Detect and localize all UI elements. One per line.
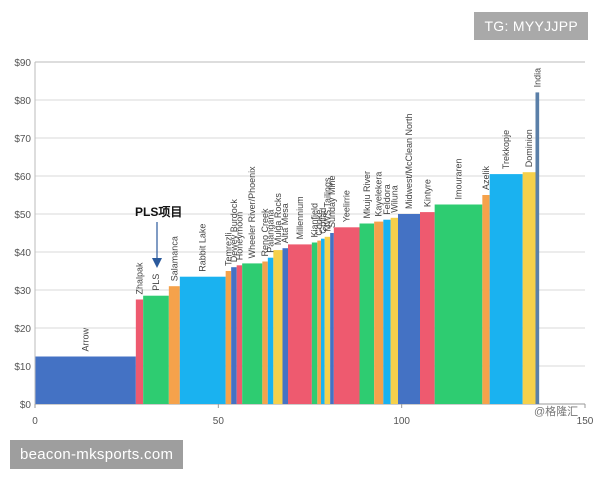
bar-label: Trekkopje — [501, 130, 511, 169]
bar-azelik — [482, 195, 490, 404]
pls-callout-arrowhead — [152, 258, 162, 268]
bar-reno-creek — [262, 261, 268, 404]
bar-palangana — [267, 257, 274, 404]
bar-label: Zhalpak — [135, 262, 145, 295]
x-tick-label: 100 — [393, 416, 410, 427]
y-tick-label: $50 — [14, 210, 31, 221]
bar-kayelekera — [374, 221, 384, 404]
source-watermark: @格隆汇 — [534, 404, 578, 418]
bar-goliad — [321, 238, 325, 404]
x-tick-label: 150 — [577, 416, 594, 427]
bar-wiluna — [390, 217, 398, 404]
bar-label: Mulga Rocks — [273, 193, 283, 246]
bar-mws-tailings — [324, 236, 331, 404]
bar-label: Honeymoon — [234, 212, 244, 261]
bar-label: Millennium — [295, 196, 305, 239]
x-tick-label: 50 — [213, 416, 225, 427]
y-tick-label: $40 — [14, 248, 31, 259]
bar-label: Goliad — [318, 208, 328, 234]
y-axis-ticks: $0 $10 $20 $30 $40 $50 $60 $70 $80 $90 — [14, 58, 31, 411]
bar-india — [535, 92, 540, 405]
bar-label: Sunday Mine — [327, 175, 337, 228]
bar-cooke — [317, 240, 321, 404]
bar-rabbit-lake — [179, 276, 226, 404]
bar-mkuju-river — [359, 223, 375, 404]
bars — [35, 92, 540, 405]
bar-label: Reno Creek — [260, 208, 270, 257]
bar-label: Dewey Burdock — [229, 199, 239, 263]
bar-label: Kintyre — [422, 179, 432, 207]
y-tick-label: $30 — [14, 286, 31, 297]
bar-dewey-burdock — [231, 267, 237, 404]
bar-label: Temrezli — [223, 232, 233, 266]
bar-label: Yeelirrie — [342, 190, 352, 222]
y-tick-label: $60 — [14, 172, 31, 183]
bar-label: Feldora — [382, 184, 392, 215]
y-tick-label: $80 — [14, 96, 31, 107]
bar-label: Cooke — [314, 210, 324, 236]
bar-label: Kayelekera — [374, 172, 384, 217]
bar-sunday-mine — [330, 233, 334, 404]
bar-alta-mesa — [282, 248, 288, 404]
bar-label: Alta Mesa — [280, 203, 290, 243]
bar-label: Wiluna — [389, 185, 399, 213]
bar-pls — [143, 295, 169, 404]
bar-label: Arrow — [80, 327, 90, 351]
bar-arrow — [35, 356, 136, 404]
bar-label: Dominion — [524, 129, 534, 167]
bar-feldora — [383, 219, 391, 404]
bar-honeymoon — [236, 265, 243, 404]
bar-label: Salamanca — [169, 236, 179, 281]
bar-yeelirrie — [333, 227, 360, 404]
y-tick-label: $0 — [20, 400, 32, 411]
bar-label: India — [532, 68, 542, 88]
pls-annotation: PLS项目 — [135, 205, 182, 268]
x-axis-ticks: 0 50 100 150 — [32, 404, 594, 427]
y-tick-label: $90 — [14, 58, 31, 69]
bar-kianfield — [311, 242, 318, 404]
bar-label: Midwest/McClean North — [404, 113, 414, 209]
bar-label: MWS Tailings — [322, 177, 332, 232]
bar-dominion — [522, 172, 536, 404]
bar-millennium — [288, 244, 312, 404]
bar-label: Kianfield — [310, 203, 320, 238]
bar-temrezli — [225, 271, 232, 404]
bar-label: Palangana — [266, 210, 276, 253]
bar-imouraren — [434, 204, 483, 404]
bar-label: Imouraren — [454, 158, 464, 199]
bar-kintyre — [420, 212, 435, 404]
bar-midwest-mcclean-north — [398, 214, 420, 404]
bar-zhalpak — [135, 299, 144, 404]
bar-trekkopje — [489, 174, 523, 404]
bar-salamanca — [168, 286, 180, 404]
x-tick-label: 0 — [32, 416, 38, 427]
bar-label: Mkuju River — [362, 171, 372, 219]
bar-label: Azelik — [481, 165, 491, 190]
bar-mulga-rocks — [273, 250, 283, 404]
y-tick-label: $10 — [14, 362, 31, 373]
site-watermark-badge: beacon-mksports.com — [10, 440, 184, 469]
y-tick-label: $70 — [14, 134, 31, 145]
y-tick-label: $20 — [14, 324, 31, 335]
bar-label: Wheeler River/Phoenix — [247, 166, 257, 259]
bar-wheeler-river-phoenix — [242, 263, 263, 404]
bar-label: PLS — [151, 274, 161, 291]
bar-label: Rabbit Lake — [198, 224, 208, 272]
telegram-watermark-badge: TG: MYYJJPP — [474, 12, 588, 40]
bar-labels: Arrow Zhalpak PLS Salamanca Rabbit Lake Temre… — [80, 68, 542, 352]
pls-callout-label: PLS项目 — [135, 205, 182, 219]
